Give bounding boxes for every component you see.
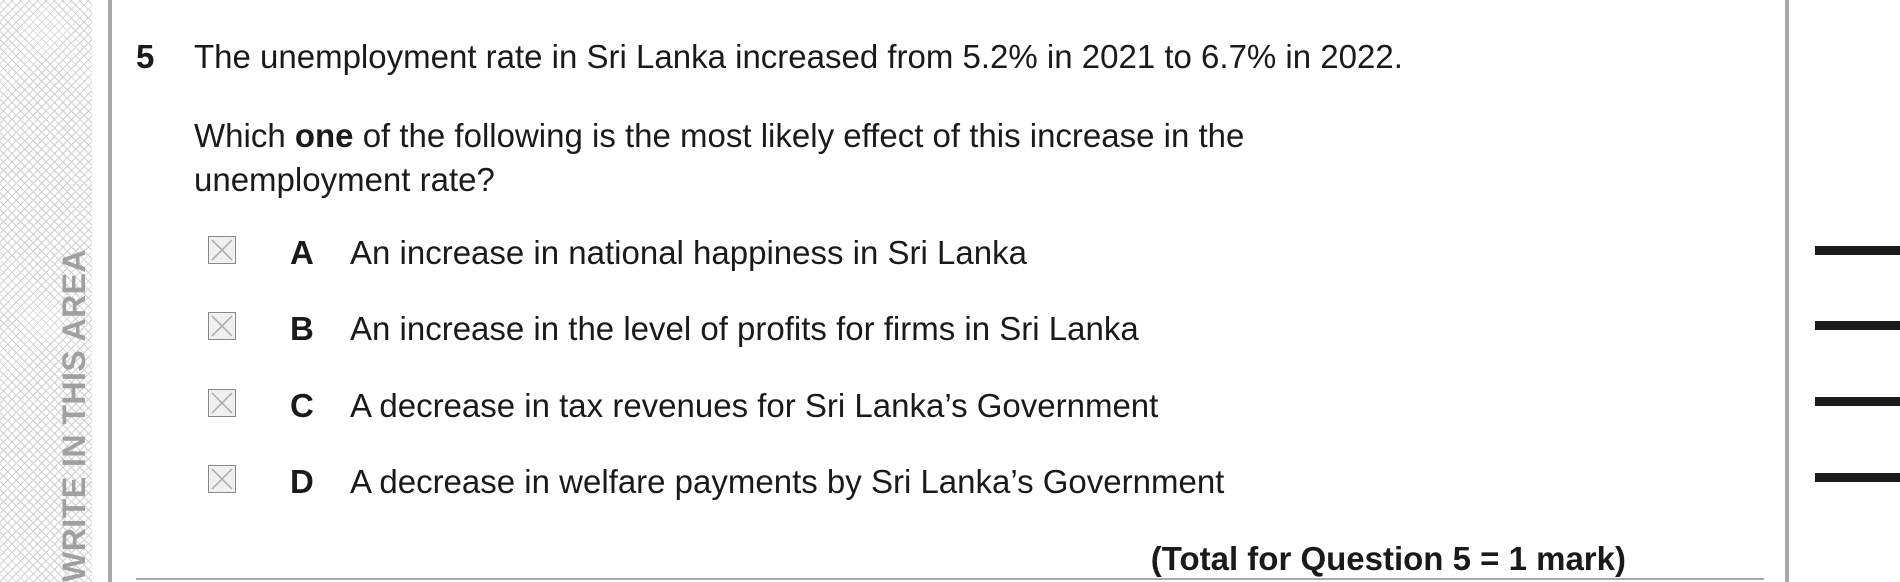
checkbox-cross — [211, 239, 233, 261]
answer-checkbox[interactable] — [208, 389, 236, 417]
margin-bar — [1815, 397, 1900, 406]
question-stem: The unemployment rate in Sri Lanka incre… — [194, 38, 1403, 75]
prompt-text: unemployment rate? — [194, 161, 495, 198]
margin-hatch — [0, 0, 92, 582]
option-text: An increase in the level of profits for … — [350, 310, 1139, 347]
answer-checkbox[interactable] — [208, 312, 236, 340]
option-letter: C — [290, 387, 314, 424]
question-number: 5 — [136, 38, 155, 75]
checkbox-cross — [211, 392, 233, 414]
option-text: A decrease in welfare payments by Sri La… — [350, 463, 1225, 500]
margin-bar — [1815, 473, 1900, 482]
question-prompt: Which one of the following is the most l… — [194, 114, 1244, 202]
prompt-emphasis: one — [294, 117, 354, 154]
prompt-text: Which — [194, 117, 295, 154]
option-letter: D — [290, 463, 314, 500]
option-letter: B — [290, 310, 314, 347]
margin-text: WRITE IN THIS AREA — [56, 248, 92, 582]
margin-bar — [1815, 246, 1900, 255]
option-text: An increase in national happiness in Sri… — [350, 234, 1027, 271]
border — [108, 0, 112, 582]
option-text: A decrease in tax revenues for Sri Lanka… — [350, 387, 1159, 424]
checkbox-cross — [211, 468, 233, 490]
answer-checkbox[interactable] — [208, 236, 236, 264]
margin-bar — [1815, 321, 1900, 330]
total-marks: (Total for Question 5 = 1 mark) — [1150, 540, 1626, 577]
answer-checkbox[interactable] — [208, 465, 236, 493]
prompt-text: of the following is the most likely effe… — [353, 117, 1245, 154]
checkbox-cross — [211, 315, 233, 337]
divider — [136, 578, 1764, 580]
border — [1785, 0, 1789, 582]
option-letter: A — [290, 234, 314, 271]
